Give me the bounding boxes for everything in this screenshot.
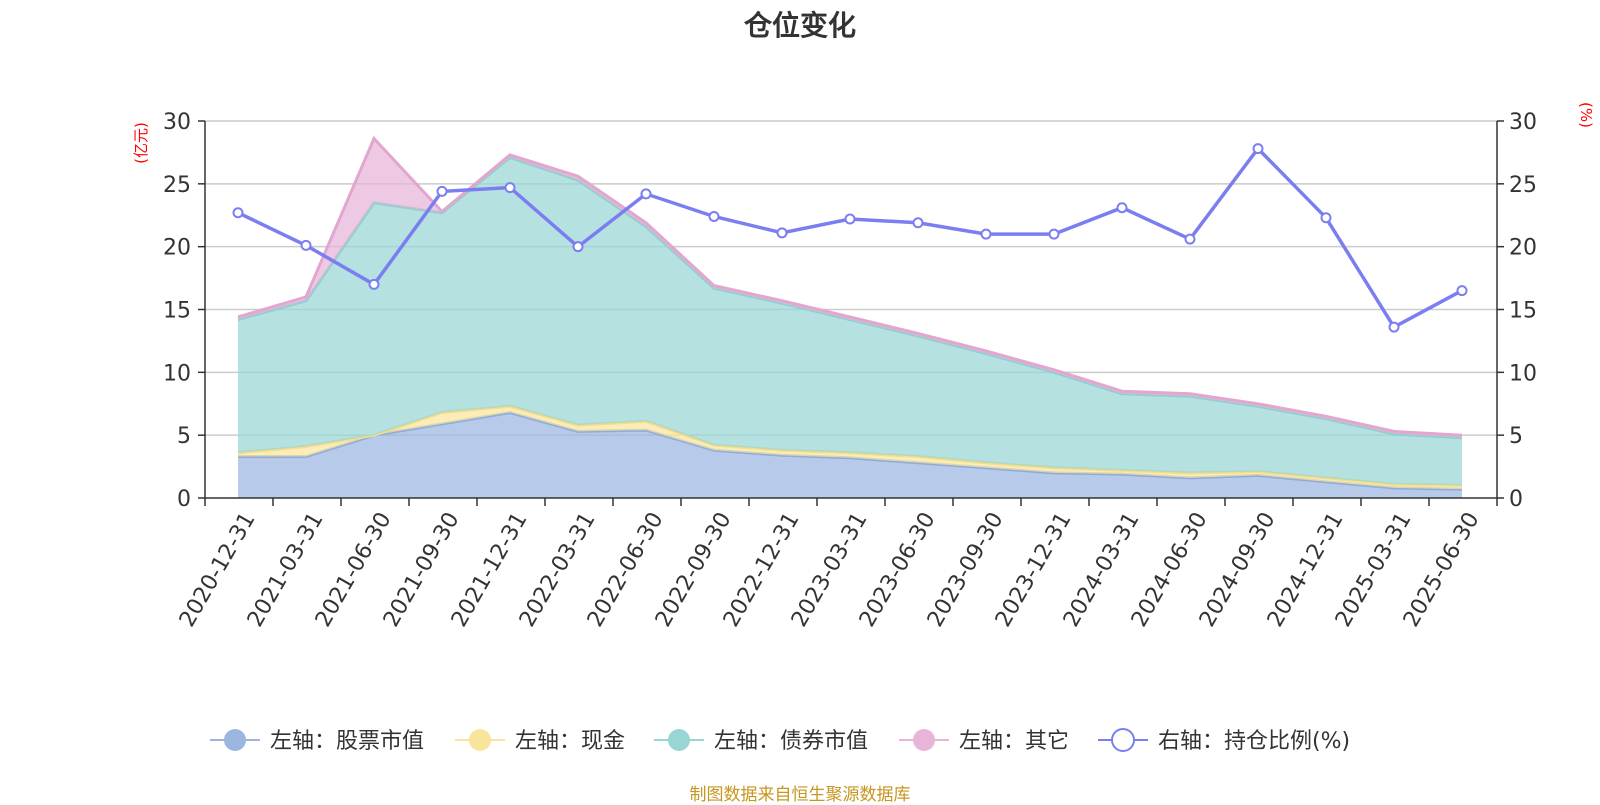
legend-marker [668,729,690,751]
legend-label: 左轴：股票市值 [270,729,424,754]
legend-label: 左轴：现金 [515,729,625,754]
ratio-point [300,239,312,251]
left-tick-label: 30 [163,110,191,135]
ratio-point [1320,212,1332,224]
ratio-point [504,182,516,194]
right-tick-label: 20 [1509,236,1537,261]
left-tick-label: 20 [163,236,191,261]
legend-item: 左轴：股票市值 [210,729,424,754]
legend-item: 左轴：现金 [455,729,625,754]
ratio-point [232,207,244,219]
right-tick-label: 10 [1509,361,1537,386]
data-source-note: 制图数据来自恒生聚源数据库 [689,785,911,805]
ratio-point [436,185,448,197]
left-tick-label: 25 [163,173,191,198]
right-tick-label: 0 [1509,487,1523,512]
area-band [238,157,1462,486]
chart-title: 仓位变化 [743,9,856,42]
legend: 左轴：股票市值 左轴：现金 左轴：债券市值 左轴：其它 右轴：持仓比例(%) [210,728,1350,754]
legend-marker [1111,728,1135,752]
right-tick-label: 25 [1509,173,1537,198]
right-tick-label: 15 [1509,299,1537,324]
legend-item: 左轴：债券市值 [654,729,868,754]
legend-label: 右轴：持仓比例(%) [1158,729,1350,754]
left-tick-label: 0 [177,487,191,512]
legend-label: 左轴：债券市值 [714,729,868,754]
ratio-line [232,143,1468,333]
ratio-point [640,188,652,200]
ratio-point [1252,143,1264,155]
ratio-point [776,227,788,239]
ratio-point [912,217,924,229]
legend-marker [469,729,491,751]
ratio-point [1116,202,1128,214]
ratio-point [368,278,380,290]
ratio-point [1456,285,1468,297]
legend-item: 左轴：其它 [899,729,1069,754]
area-band [238,406,1462,490]
left-axis-unit: (亿元) [132,122,150,164]
right-axis-unit: (%) [1577,102,1595,128]
legend-label: 左轴：其它 [959,729,1069,754]
ratio-point [844,213,856,225]
legend-item: 右轴：持仓比例(%) [1098,728,1350,754]
ratio-point [1388,321,1400,333]
legend-marker [224,729,246,751]
right-tick-label: 5 [1509,424,1523,449]
ratio-point [572,241,584,253]
right-tick-label: 30 [1509,110,1537,135]
ratio-point [1048,228,1060,240]
ratio-point [1184,233,1196,245]
ratio-point [708,211,720,223]
left-tick-label: 10 [163,361,191,386]
ratio-point [980,228,992,240]
legend-marker [913,729,935,751]
stacked-areas [237,135,1463,498]
left-tick-label: 5 [177,424,191,449]
left-tick-label: 15 [163,299,191,324]
area-top-line [237,135,1463,437]
